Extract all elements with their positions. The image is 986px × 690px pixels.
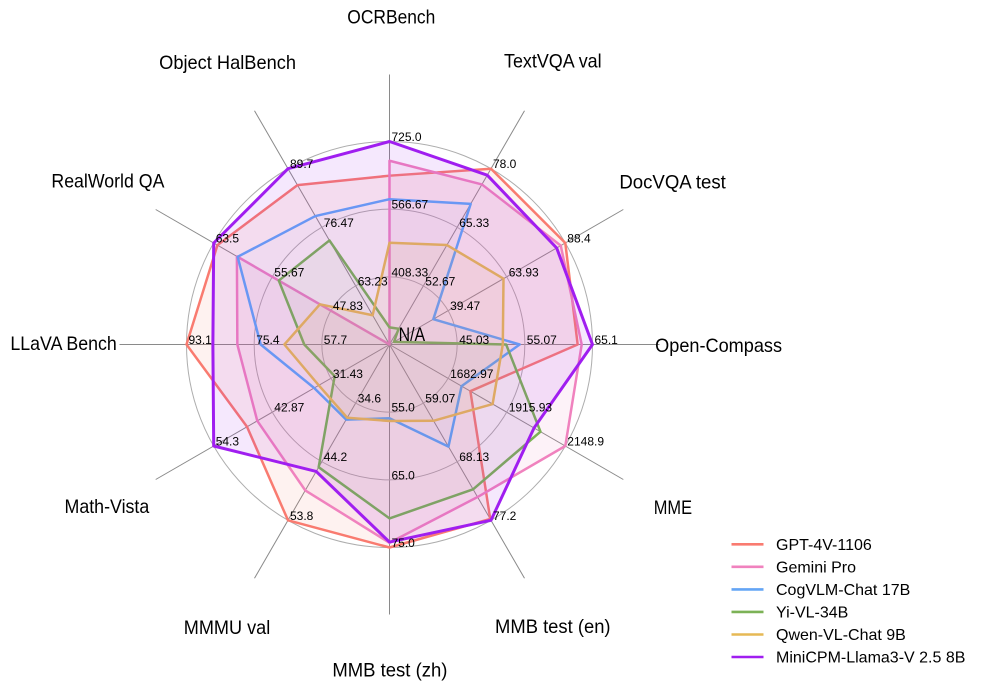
svg-text:1682.97: 1682.97	[450, 367, 494, 381]
svg-text:TextVQA val: TextVQA val	[504, 50, 602, 72]
svg-text:Open-Compass: Open-Compass	[655, 335, 782, 357]
svg-text:59.07: 59.07	[425, 392, 455, 406]
svg-text:63.23: 63.23	[358, 274, 388, 288]
svg-text:68.13: 68.13	[459, 450, 489, 464]
svg-text:65.0: 65.0	[392, 468, 416, 482]
svg-text:63.5: 63.5	[216, 232, 240, 246]
svg-text:47.83: 47.83	[333, 299, 363, 313]
svg-text:54.3: 54.3	[216, 435, 240, 449]
svg-text:75.0: 75.0	[392, 536, 416, 550]
svg-text:34.6: 34.6	[358, 392, 382, 406]
svg-text:2148.9: 2148.9	[567, 435, 604, 449]
svg-text:MME: MME	[654, 497, 692, 519]
svg-text:Qwen-VL-Chat 9B: Qwen-VL-Chat 9B	[776, 627, 906, 644]
svg-text:MMMU val: MMMU val	[184, 617, 271, 639]
svg-text:75.4: 75.4	[256, 333, 280, 347]
svg-text:CogVLM-Chat 17B: CogVLM-Chat 17B	[776, 582, 910, 599]
svg-text:31.43: 31.43	[333, 367, 363, 381]
svg-text:45.03: 45.03	[459, 333, 489, 347]
svg-text:725.0: 725.0	[392, 130, 422, 144]
svg-text:76.47: 76.47	[324, 216, 354, 230]
svg-text:89.7: 89.7	[290, 157, 314, 171]
svg-text:77.2: 77.2	[493, 509, 517, 523]
svg-text:566.67: 566.67	[392, 198, 429, 212]
svg-text:Math-Vista: Math-Vista	[65, 496, 150, 518]
svg-text:63.93: 63.93	[509, 265, 539, 279]
svg-text:GPT-4V-1106: GPT-4V-1106	[776, 537, 872, 554]
svg-text:MMB test (en): MMB test (en)	[495, 616, 611, 638]
svg-text:408.33: 408.33	[392, 265, 429, 279]
svg-text:55.0: 55.0	[392, 401, 416, 415]
svg-text:RealWorld QA: RealWorld QA	[51, 171, 164, 193]
svg-text:OCRBench: OCRBench	[347, 7, 435, 29]
svg-text:42.87: 42.87	[274, 401, 304, 415]
svg-text:57.7: 57.7	[324, 333, 348, 347]
svg-text:88.4: 88.4	[567, 232, 591, 246]
svg-text:53.8: 53.8	[290, 509, 314, 523]
svg-text:55.67: 55.67	[274, 265, 304, 279]
svg-text:55.07: 55.07	[527, 333, 557, 347]
svg-text:1915.93: 1915.93	[509, 401, 553, 415]
svg-text:39.47: 39.47	[450, 299, 480, 313]
svg-text:MMB test (zh): MMB test (zh)	[332, 659, 447, 681]
svg-text:93.1: 93.1	[189, 333, 213, 347]
svg-text:DocVQA test: DocVQA test	[619, 171, 726, 193]
svg-text:65.1: 65.1	[595, 333, 619, 347]
svg-text:Gemini Pro: Gemini Pro	[776, 559, 856, 576]
svg-text:44.2: 44.2	[324, 450, 348, 464]
svg-text:N/A: N/A	[399, 324, 426, 346]
svg-text:52.67: 52.67	[425, 274, 455, 288]
svg-text:78.0: 78.0	[493, 157, 517, 171]
svg-text:Object HalBench: Object HalBench	[159, 52, 296, 74]
svg-text:65.33: 65.33	[459, 216, 489, 230]
svg-text:MiniCPM-Llama3-V 2.5 8B: MiniCPM-Llama3-V 2.5 8B	[776, 650, 965, 667]
svg-text:Yi-VL-34B: Yi-VL-34B	[776, 605, 848, 622]
svg-text:LLaVA Bench: LLaVA Bench	[10, 333, 116, 355]
